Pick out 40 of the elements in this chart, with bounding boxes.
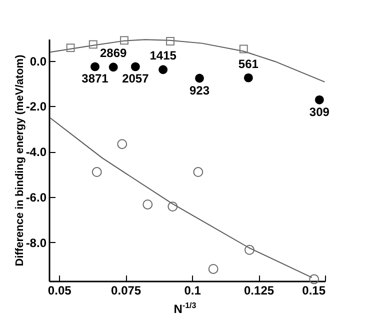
y-tick-label: -2.0 bbox=[26, 100, 47, 114]
line-series bbox=[50, 118, 312, 278]
x-tick-label: 0.15 bbox=[302, 284, 326, 298]
x-tick-label: 0.125 bbox=[244, 284, 274, 298]
x-axis-title: N$^{-1/3}$ bbox=[172, 301, 198, 316]
x-tick-label: 0.1 bbox=[184, 284, 202, 298]
point bbox=[142, 200, 153, 210]
annotation: 1415 bbox=[150, 48, 177, 63]
y-tick-label: -8.0 bbox=[26, 236, 47, 250]
annotation: 3871 bbox=[82, 72, 109, 86]
y-axis-title: Difference in binding energy (meV/atom) bbox=[14, 54, 26, 266]
y-tick-label: 0.0 bbox=[30, 54, 47, 68]
point bbox=[309, 274, 320, 284]
annotation: 309 bbox=[309, 104, 330, 119]
point bbox=[168, 202, 178, 212]
point bbox=[208, 264, 218, 274]
point bbox=[66, 44, 75, 52]
point bbox=[166, 37, 174, 46]
annotation: 2057 bbox=[122, 72, 150, 86]
x-tick-label: 0.05 bbox=[48, 284, 72, 298]
point bbox=[244, 73, 253, 82]
y-tick-label: -4.0 bbox=[26, 145, 47, 160]
annotation: 561 bbox=[238, 56, 259, 71]
point bbox=[120, 36, 128, 45]
annotation: 2869 bbox=[100, 46, 128, 60]
point bbox=[90, 62, 100, 72]
y-tick-label: -6.0 bbox=[26, 190, 47, 205]
point bbox=[88, 40, 98, 49]
x-tick-label: 0.075 bbox=[111, 284, 142, 298]
point bbox=[130, 62, 140, 72]
point bbox=[239, 44, 248, 54]
point bbox=[158, 65, 168, 74]
point bbox=[108, 62, 118, 72]
point bbox=[117, 139, 128, 150]
point bbox=[193, 167, 204, 177]
point bbox=[92, 167, 102, 177]
point bbox=[195, 74, 204, 83]
point bbox=[244, 244, 254, 255]
point bbox=[314, 95, 324, 104]
annotation: 923 bbox=[189, 83, 210, 98]
